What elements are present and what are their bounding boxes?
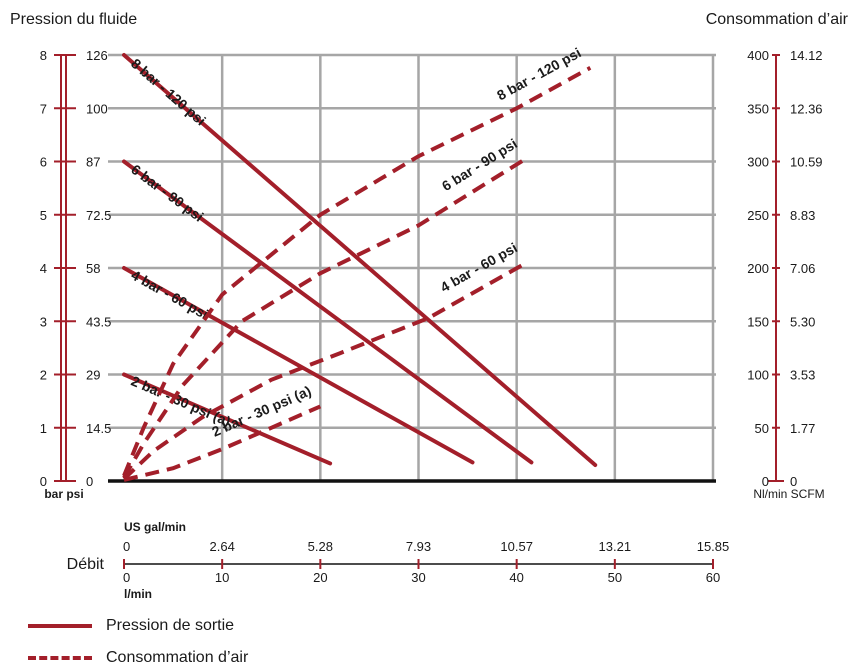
y-tick-label-scfm: 0 <box>790 474 797 489</box>
x-tick-label-l: 50 <box>608 570 622 585</box>
y-tick-label-psi: 126 <box>86 48 108 63</box>
x-tick-label-l: 40 <box>509 570 523 585</box>
y-tick-label-psi: 43.5 <box>86 314 111 329</box>
series-label-outlet-pressure: 8 bar - 120 psi <box>128 55 209 128</box>
y-tick-label-nl: 150 <box>747 314 769 329</box>
legend-label-outlet-pressure: Pression de sortie <box>106 617 235 634</box>
y-tick-label-scfm: 10.59 <box>790 155 823 170</box>
y-tick-label-bar: 0 <box>40 474 47 489</box>
y-tick-label-scfm: 12.36 <box>790 101 823 116</box>
y-tick-label-bar: 8 <box>40 48 47 63</box>
y-tick-label-scfm: 7.06 <box>790 261 815 276</box>
y-tick-label-bar: 2 <box>40 368 47 383</box>
x-tick-label-l: 60 <box>706 570 720 585</box>
right-axis-unit: Nl/min SCFM <box>753 487 824 501</box>
x-tick-label-l: 0 <box>123 570 130 585</box>
legend-label-air-consumption: Consommation d’air <box>106 649 249 666</box>
x-axis-title: Débit <box>67 556 105 573</box>
y-tick-label-scfm: 1.77 <box>790 421 815 436</box>
x-tick-label-l: 30 <box>411 570 425 585</box>
x-tick-label-gal: 2.64 <box>210 539 235 554</box>
legend-solid-swatch <box>28 624 92 628</box>
y-tick-label-nl: 350 <box>747 101 769 116</box>
y-tick-label-scfm: 3.53 <box>790 368 815 383</box>
series-line-air-consumption <box>123 404 322 482</box>
series-line-air-consumption <box>122 156 528 479</box>
x-tick-label-gal: 5.28 <box>308 539 333 554</box>
y-tick-label-nl: 100 <box>747 368 769 383</box>
y-tick-label-nl: 50 <box>755 421 769 436</box>
x-axis-unit-gal: US gal/min <box>124 520 186 534</box>
legend-item-air-consumption: Consommation d’air <box>28 649 248 667</box>
series-line-air-consumption <box>122 66 592 477</box>
x-tick-label-gal: 7.93 <box>406 539 431 554</box>
chart-title-left: Pression du fluide <box>10 11 137 28</box>
x-tick-label-gal: 15.85 <box>697 539 730 554</box>
y-tick-label-nl: 400 <box>747 48 769 63</box>
x-tick-label-l: 20 <box>313 570 327 585</box>
y-tick-label-bar: 6 <box>40 155 47 170</box>
legend-item-outlet-pressure: Pression de sortie <box>28 617 234 635</box>
y-tick-label-scfm: 8.83 <box>790 208 815 223</box>
y-tick-label-psi: 29 <box>86 368 100 383</box>
series-line-air-consumption <box>122 260 528 481</box>
y-tick-label-psi: 0 <box>86 474 93 489</box>
series-label-outlet-pressure: 4 bar - 60 psi <box>129 267 212 323</box>
series-line-outlet-pressure <box>122 53 598 467</box>
y-tick-label-bar: 5 <box>40 208 47 223</box>
y-tick-label-nl: 300 <box>747 155 769 170</box>
y-tick-label-psi: 72.5 <box>86 208 111 223</box>
y-tick-label-nl: 250 <box>747 208 769 223</box>
x-tick-label-gal: 13.21 <box>599 539 632 554</box>
x-tick-label-l: 10 <box>215 570 229 585</box>
y-tick-label-bar: 7 <box>40 101 47 116</box>
series-line-outlet-pressure <box>122 372 333 466</box>
legend-dashed-swatch <box>28 656 92 660</box>
left-axis-unit: bar psi <box>44 487 83 501</box>
chart-title-right: Consommation d’air <box>706 11 849 28</box>
y-tick-label-scfm: 14.12 <box>790 48 823 63</box>
y-tick-label-psi: 14.5 <box>86 421 111 436</box>
x-tick-label-gal: 0 <box>123 539 130 554</box>
y-tick-label-nl: 0 <box>762 474 769 489</box>
y-tick-label-bar: 4 <box>40 261 47 276</box>
x-tick-label-gal: 10.57 <box>500 539 533 554</box>
x-axis-unit-l: l/min <box>124 587 152 601</box>
series-line-outlet-pressure <box>122 159 534 465</box>
y-tick-label-psi: 87 <box>86 155 100 170</box>
series-line-outlet-pressure <box>122 266 475 465</box>
y-tick-label-nl: 200 <box>747 261 769 276</box>
y-tick-label-psi: 100 <box>86 101 108 116</box>
y-tick-label-bar: 3 <box>40 314 47 329</box>
y-tick-label-psi: 58 <box>86 261 100 276</box>
y-tick-label-bar: 1 <box>40 421 47 436</box>
y-tick-label-scfm: 5.30 <box>790 314 815 329</box>
